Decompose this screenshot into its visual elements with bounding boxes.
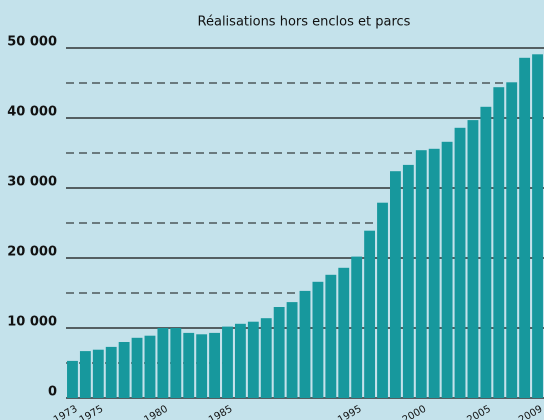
x-tick-label: 1985 [207,404,235,420]
bar [506,82,518,399]
bar [338,267,350,398]
bar [390,171,401,398]
bar [234,323,246,398]
bar [480,106,492,399]
y-tick-label: 30 000 [7,175,57,190]
bar [157,328,169,398]
x-tick-label: 2000 [401,404,429,420]
bar [222,326,233,398]
bar [377,202,388,398]
bar [92,349,104,398]
bar [415,150,427,398]
chart-title: Réalisations hors enclos et parcs [198,15,411,30]
bar [364,230,376,398]
x-tick-label: 1973 [52,404,80,420]
bar [493,87,505,398]
x-tick-label: 2009 [517,404,544,420]
bar [428,148,440,398]
x-tick-label: 1995 [336,404,364,420]
bar [351,256,363,398]
x-tick-label: 1980 [142,404,170,420]
bar [67,360,78,398]
bar [183,332,195,398]
bar [441,141,453,399]
bar [273,307,285,398]
y-tick-label: 0 [48,385,57,400]
bar [196,334,208,398]
bar [519,57,531,399]
bar [144,335,156,398]
x-tick-label: 1975 [78,404,106,420]
bar [299,290,311,398]
bar [105,346,117,398]
bar [79,351,91,398]
bar [454,127,466,399]
bar [286,302,298,398]
y-tick-label: 20 000 [7,245,57,260]
bar [247,321,259,398]
bar [170,328,182,398]
bar [260,318,272,398]
y-tick-label: 10 000 [7,315,57,330]
bar [532,54,543,399]
x-tick-label: 2005 [465,404,493,420]
bar [325,274,337,398]
bar [118,342,130,398]
bar [209,332,220,398]
bar [467,120,479,398]
y-tick-label: 50 000 [7,35,57,50]
bar [312,281,324,398]
y-tick-label: 40 000 [7,105,57,120]
bar [131,337,143,398]
bar [402,164,414,398]
